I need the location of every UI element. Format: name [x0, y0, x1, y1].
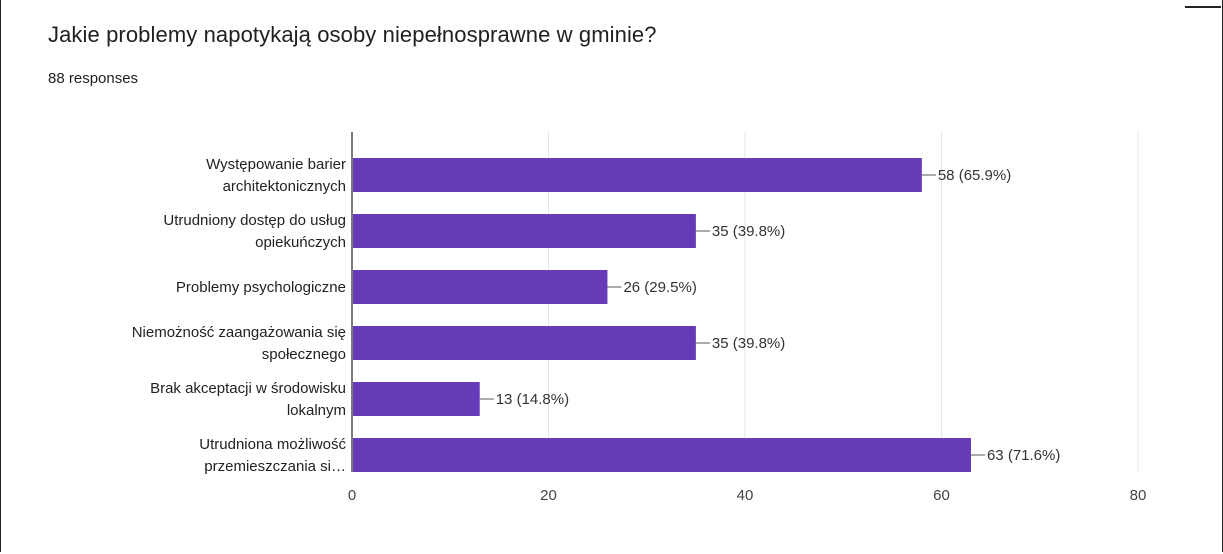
top-rule [1185, 6, 1221, 8]
category-label: Utrudniona możliwość [199, 436, 346, 453]
category-label: opiekuńczych [255, 234, 346, 251]
category-label: architektonicznych [223, 178, 346, 195]
x-tick-label: 20 [540, 487, 557, 504]
x-tick-label: 80 [1130, 487, 1147, 504]
x-tick-label: 40 [737, 487, 754, 504]
data-label: 58 (65.9%) [938, 167, 1011, 184]
response-count: 88 responses [48, 70, 139, 87]
category-label: Występowanie barier [206, 156, 346, 173]
category-label: lokalnym [287, 402, 346, 419]
data-label: 35 (39.8%) [712, 335, 785, 352]
chart-title: Jakie problemy napotykają osoby niepełno… [48, 22, 657, 47]
bar [353, 270, 608, 304]
bar [353, 214, 696, 248]
bar [353, 158, 922, 192]
category-label: Brak akceptacji w środowisku [150, 380, 346, 397]
data-label: 35 (39.8%) [712, 223, 785, 240]
bar [353, 382, 480, 416]
bar [353, 326, 696, 360]
x-tick-label: 60 [933, 487, 950, 504]
category-label: przemieszczania si… [204, 458, 346, 475]
bar [353, 438, 971, 472]
category-label: Problemy psychologiczne [176, 279, 346, 296]
x-tick-label: 0 [348, 487, 356, 504]
category-label: Niemożność zaangażowania się [132, 324, 346, 341]
category-label: Utrudniony dostęp do usług [163, 212, 346, 229]
data-label: 13 (14.8%) [496, 391, 569, 408]
data-label: 26 (29.5%) [623, 279, 696, 296]
data-label: 63 (71.6%) [987, 447, 1060, 464]
category-label: społecznego [262, 346, 346, 363]
